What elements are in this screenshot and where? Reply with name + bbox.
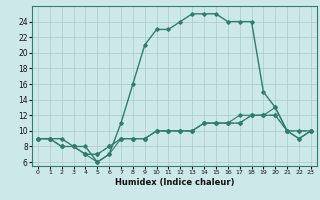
X-axis label: Humidex (Indice chaleur): Humidex (Indice chaleur) [115,178,234,187]
